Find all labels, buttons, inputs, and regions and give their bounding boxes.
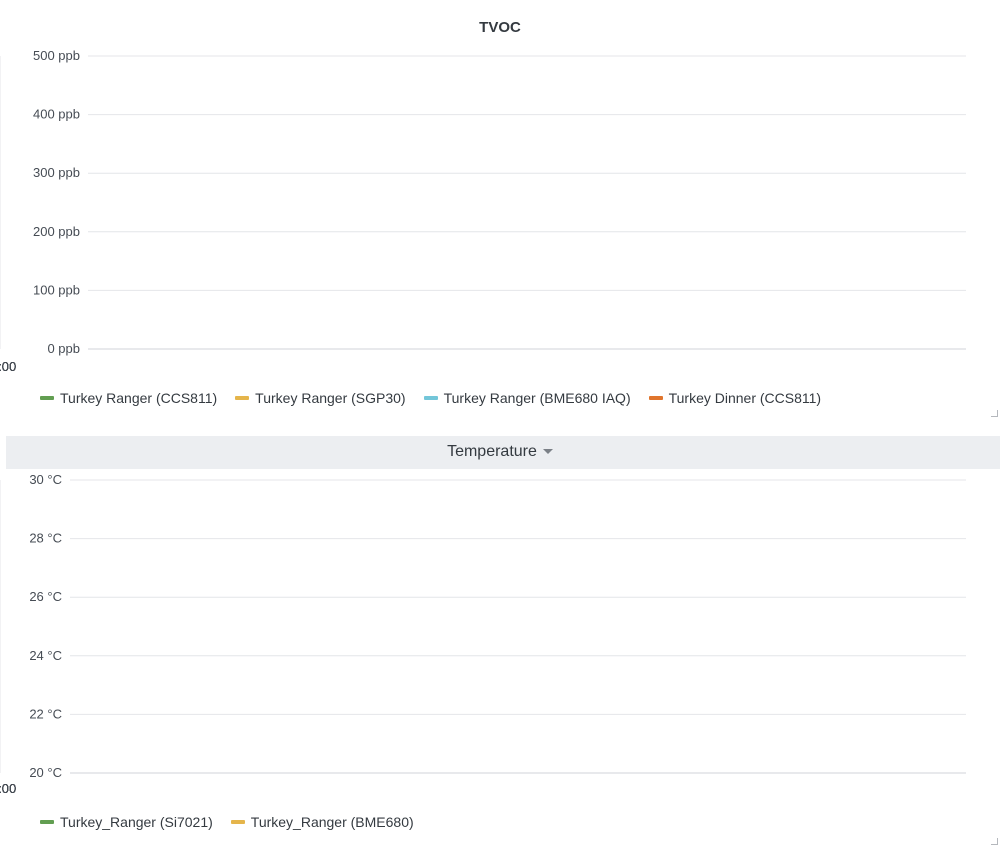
y-tick-label: 20 °C <box>29 765 62 780</box>
x-tick-label: 12:00 <box>0 781 16 796</box>
legend-item[interactable]: Turkey_Ranger (Si7021) <box>40 814 213 830</box>
tvoc-panel: TVOC 0 ppb 100 ppb 200 ppb 300 ppb 400 ppb 50… <box>0 0 1000 417</box>
tvoc-legend: Turkey Ranger (CCS811) Turkey Ranger (SGP… <box>40 390 821 406</box>
legend-label[interactable]: Turkey Dinner (CCS811) <box>668 390 822 406</box>
x-tick-label: 12:00 <box>0 359 16 374</box>
y-tick-label: 200 ppb <box>33 224 80 239</box>
tvoc-resize-handle[interactable] <box>991 410 998 417</box>
x-tick-label: 20:00 <box>0 781 16 796</box>
y-tick-label: 300 ppb <box>33 165 80 180</box>
y-tick-label: 24 °C <box>29 648 62 663</box>
legend-item[interactable]: Turkey Ranger (CCS811) <box>40 390 217 406</box>
tvoc-chart[interactable]: 0 ppb 100 ppb 200 ppb 300 ppb 400 ppb 500 ppb… <box>0 0 1000 385</box>
temperature-panel-title[interactable]: Temperature <box>0 443 1000 461</box>
x-tick-label: 04:00 <box>0 359 16 374</box>
x-tick-label: 00:00 <box>0 359 16 374</box>
y-tick-label: 28 °C <box>29 531 62 546</box>
legend-swatch <box>235 396 250 400</box>
legend-swatch <box>40 820 54 824</box>
y-tick-label: 22 °C <box>29 706 62 721</box>
temperature-resize-handle[interactable] <box>991 838 998 845</box>
x-tick-label: 16:00 <box>0 781 16 796</box>
legend-swatch <box>423 396 438 400</box>
x-tick-label: 08:00 <box>0 359 16 374</box>
temperature-title-text[interactable]: Temperature <box>447 443 537 460</box>
y-tick-label: 30 °C <box>29 472 62 487</box>
y-tick-label: 400 ppb <box>33 107 80 122</box>
tvoc-panel-title: TVOC <box>479 19 521 36</box>
y-tick-label: 26 °C <box>29 589 62 604</box>
y-tick-label: 0 ppb <box>47 341 80 356</box>
y-tick-label: 500 ppb <box>33 48 80 63</box>
legend-label[interactable]: Turkey Ranger (SGP30) <box>255 390 406 406</box>
legend-swatch <box>40 396 54 400</box>
x-tick-label: 20:00 <box>0 359 16 374</box>
x-tick-label: 04:00 <box>0 781 16 796</box>
x-tick-label: 16:00 <box>0 359 16 374</box>
caret-down-icon[interactable] <box>542 449 553 455</box>
legend-item[interactable]: Turkey Ranger (BME680 IAQ) <box>423 390 631 406</box>
temperature-chart[interactable]: 20 °C 22 °C 24 °C 26 °C 28 °C 30 °C 12:0016:00… <box>0 434 1000 804</box>
x-tick-label: 00:00 <box>0 781 16 796</box>
legend-label[interactable]: Turkey Ranger (BME680 IAQ) <box>443 390 631 406</box>
legend-item[interactable]: Turkey Dinner (CCS811) <box>648 390 822 406</box>
temperature-legend: Turkey_Ranger (Si7021) Turkey_Ranger (BME… <box>40 814 414 830</box>
y-tick-label: 100 ppb <box>33 282 80 297</box>
legend-label[interactable]: Turkey_Ranger (BME680) <box>250 814 414 830</box>
legend-swatch <box>648 396 663 400</box>
x-tick-label: 08:00 <box>0 781 16 796</box>
legend-item[interactable]: Turkey Ranger (SGP30) <box>235 390 406 406</box>
legend-label[interactable]: Turkey_Ranger (Si7021) <box>60 814 213 830</box>
temperature-panel: Temperature 20 °C 22 °C 24 °C 26 °C 28 °C 30 … <box>0 434 1000 847</box>
temperature-panel-header[interactable] <box>6 436 1000 469</box>
legend-label[interactable]: Turkey Ranger (CCS811) <box>60 390 218 406</box>
legend-item[interactable]: Turkey_Ranger (BME680) <box>230 814 414 830</box>
legend-swatch <box>230 820 245 824</box>
